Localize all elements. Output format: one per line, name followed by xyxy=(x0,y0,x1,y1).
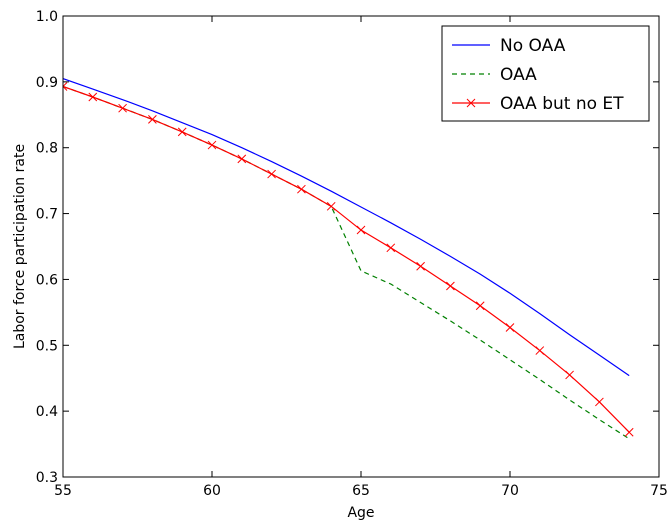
data-point-marker xyxy=(416,261,425,271)
data-point-marker xyxy=(624,427,634,437)
x-tick-label: 75 xyxy=(650,483,667,499)
series-line xyxy=(63,85,630,433)
y-tick-label: 0.6 xyxy=(36,272,58,288)
data-point-marker xyxy=(267,169,276,179)
data-point-marker xyxy=(595,397,604,407)
data-point-marker xyxy=(446,281,455,291)
data-point-marker xyxy=(535,346,545,355)
legend-entry: No OAA xyxy=(452,36,566,56)
ticks-layer: 55 60 65 70 75 0.3 0.4 0.5 0.6 0.7 0.8 0.9 1.0 xyxy=(36,9,667,499)
data-point-marker xyxy=(297,184,306,194)
data-point-marker xyxy=(505,323,515,332)
legend-box xyxy=(441,25,650,122)
data-point-marker xyxy=(177,127,187,137)
data-point-marker xyxy=(386,243,396,253)
x-tick-label: 55 xyxy=(54,483,72,499)
legend-entry: OAA xyxy=(452,65,537,85)
data-point-marker xyxy=(237,154,247,164)
data-point-marker xyxy=(63,82,68,91)
legend-entry: OAA but no ET xyxy=(452,94,624,114)
data-point-marker xyxy=(326,201,336,211)
legend-label: OAA xyxy=(500,65,537,85)
legend-marker xyxy=(466,98,476,108)
series-line xyxy=(63,85,630,440)
x-tick-label: 65 xyxy=(352,483,370,499)
x-tick-label: 70 xyxy=(501,483,519,499)
data-point-marker xyxy=(565,370,574,380)
y-tick-label: 0.7 xyxy=(36,207,58,223)
x-tick-label: 60 xyxy=(203,483,221,499)
series-line xyxy=(63,77,630,377)
data-point-marker xyxy=(475,301,485,311)
legend-label: No OAA xyxy=(500,36,566,56)
series-0 xyxy=(63,77,630,377)
y-tick-label: 0.8 xyxy=(36,141,58,157)
data-point-marker xyxy=(148,115,157,124)
y-tick-label: 0.4 xyxy=(36,404,58,420)
series-2 xyxy=(63,82,634,437)
legend: No OAA OAA OAA but no ET xyxy=(441,25,650,122)
y-tick-label: 0.9 xyxy=(36,75,58,91)
y-tick-label: 0.5 xyxy=(36,338,58,354)
y-tick-label: 0.3 xyxy=(36,470,58,486)
data-point-marker xyxy=(88,92,98,102)
y-tick-label: 1.0 xyxy=(36,9,58,25)
series-layer xyxy=(63,77,634,440)
plot-area: 55 60 65 70 75 0.3 0.4 0.5 0.6 0.7 0.8 0.9 1.0 xyxy=(36,9,667,499)
data-point-marker xyxy=(118,103,127,113)
y-axis-label: Labor force participation rate xyxy=(12,144,28,349)
x-axis-label: Age xyxy=(347,505,374,520)
series-1 xyxy=(63,85,630,440)
legend-label: OAA but no ET xyxy=(500,94,624,114)
data-point-marker xyxy=(207,140,217,150)
data-point-marker xyxy=(356,225,366,235)
